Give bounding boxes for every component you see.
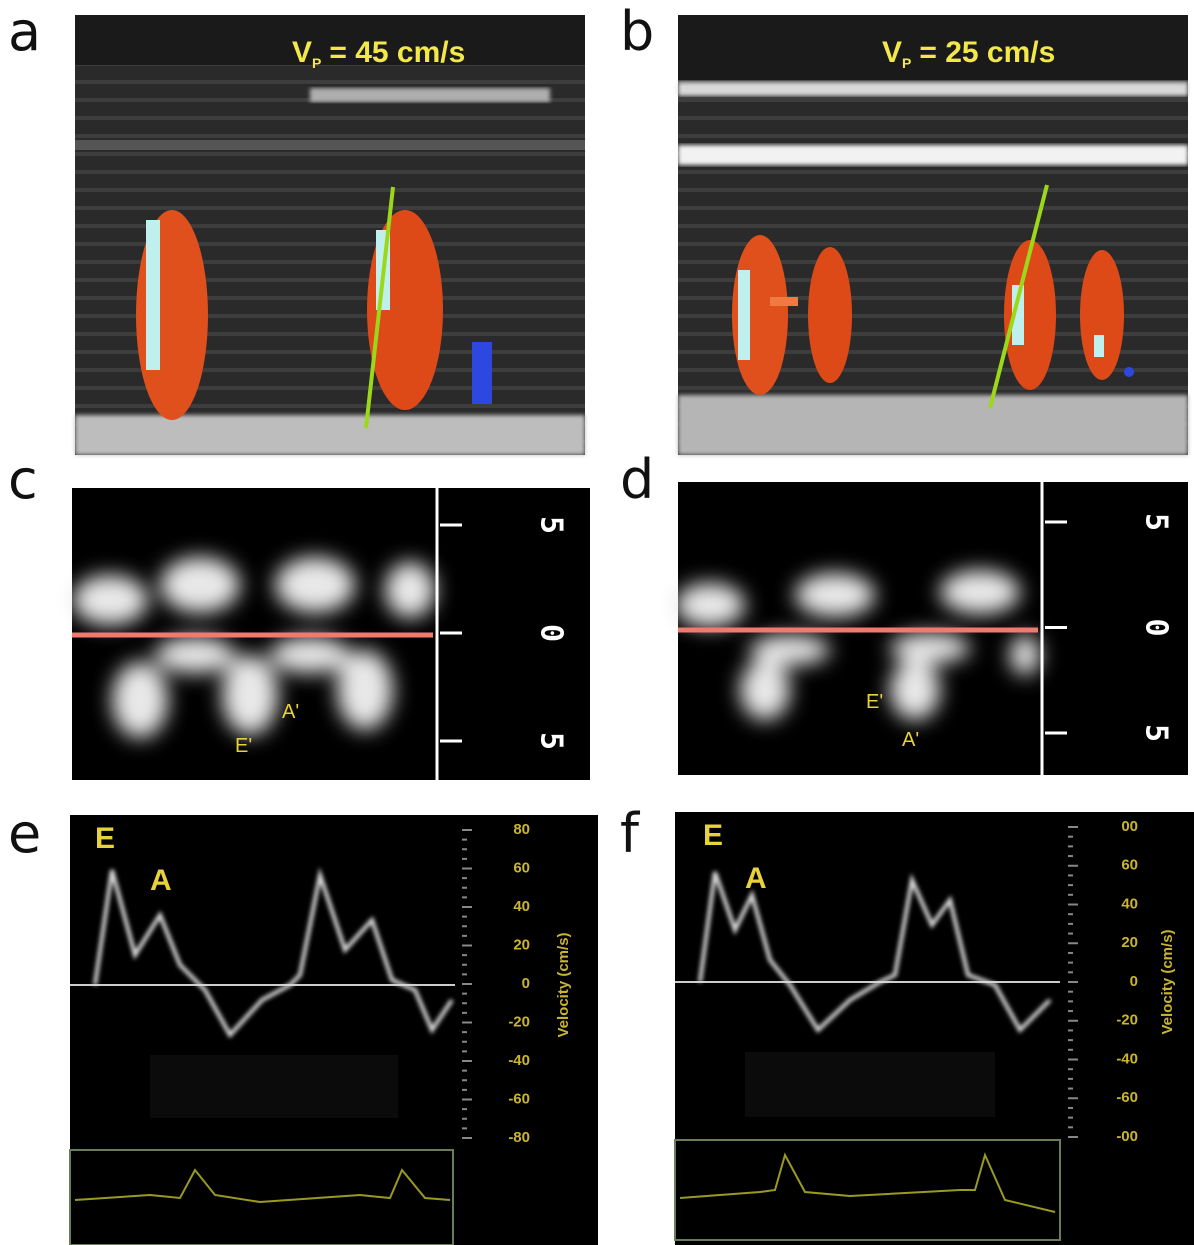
- tick-label: -20: [508, 1013, 530, 1030]
- band: [75, 15, 585, 65]
- color-flow: [738, 270, 750, 360]
- scale-label: 5: [534, 516, 569, 534]
- color-flow: [1124, 367, 1134, 377]
- panel-letter: d: [620, 448, 654, 511]
- slope-line: [988, 184, 1049, 409]
- scale-label: 0: [534, 624, 569, 642]
- axis: 00 60 40 20 0 -20 -40 -60 -00: [1068, 818, 1138, 1145]
- panel-letter: e: [8, 802, 41, 865]
- tick-label: 40: [1121, 895, 1138, 912]
- ecg-trace: [679, 1152, 1056, 1213]
- panel-a: a VP = 45 cm/s: [8, 0, 585, 455]
- axis-title: Velocity (cm/s): [555, 932, 572, 1037]
- tick-label: 60: [1121, 857, 1138, 874]
- tick-label: -20: [1116, 1012, 1138, 1029]
- scale-label: 5: [534, 732, 569, 750]
- vp-label: VP = 25 cm/s: [882, 36, 1055, 71]
- band: [678, 15, 1188, 80]
- slope-line: [364, 186, 395, 429]
- wave-label: A': [282, 701, 299, 723]
- wave-label: A': [902, 729, 919, 751]
- ecg-trace: [74, 1168, 451, 1204]
- band: [678, 395, 1188, 455]
- band: [75, 415, 585, 455]
- panel-f: f E A Velocity (cm/s) 00 60 40 20 0 -20 -40 -60…: [620, 802, 1194, 1245]
- panel-letter: f: [620, 802, 641, 865]
- tissue-signal: [72, 557, 435, 738]
- color-flow: [146, 220, 160, 370]
- color-flow: [472, 342, 492, 404]
- wave-label: E: [95, 822, 115, 855]
- color-flow: [1080, 250, 1124, 380]
- tick-label: 40: [513, 898, 530, 915]
- color-flow: [1094, 335, 1104, 357]
- scale-label: 0: [1139, 618, 1174, 636]
- panel-c: c A' E' 5 0 5: [8, 448, 590, 780]
- wave-label: E': [235, 735, 252, 757]
- tick-label: 00: [1121, 818, 1138, 835]
- ecg-box: [69, 1149, 454, 1245]
- tick-label: 20: [513, 936, 530, 953]
- ecg-box: [674, 1139, 1061, 1241]
- wave-label: A: [150, 864, 172, 897]
- color-flow: [770, 297, 798, 306]
- blank-box: [745, 1052, 995, 1117]
- band: [678, 145, 1188, 165]
- wave-label: E': [866, 691, 883, 713]
- tick-label: -60: [1116, 1089, 1138, 1106]
- panel-letter: c: [8, 448, 38, 511]
- scale: 5 0 5: [1045, 513, 1174, 742]
- tick-label: 80: [513, 821, 530, 838]
- panel-b: b VP = 25 cm/s: [620, 0, 1188, 455]
- tick-label: 0: [1130, 973, 1138, 990]
- tick-label: -80: [508, 1129, 530, 1146]
- axis: 80 60 40 20 0 -20 -40 -60 -80: [462, 821, 530, 1146]
- scale: 5 0 5: [440, 516, 569, 750]
- panel-d: d E' A' 5 0 5: [620, 448, 1188, 775]
- tick-label: -40: [1116, 1050, 1138, 1067]
- tick-label: -40: [508, 1052, 530, 1069]
- panel-letter: a: [8, 0, 41, 63]
- scale-label: 5: [1139, 513, 1174, 531]
- doppler-image: [70, 815, 598, 1245]
- band: [75, 140, 585, 150]
- tissue-signal: [675, 570, 1040, 720]
- tick-label: 20: [1121, 934, 1138, 951]
- wave-label: A: [745, 862, 767, 895]
- doppler-image: [675, 812, 1194, 1245]
- band: [310, 88, 550, 102]
- axis-title: Velocity (cm/s): [1159, 929, 1176, 1034]
- panel-e: e E A Velocity (cm/s) 80 60 40 20 0 -20 -40 -60…: [8, 802, 598, 1245]
- tick-label: 60: [513, 859, 530, 876]
- doppler-trace: [698, 871, 1052, 1034]
- color-flow: [1012, 285, 1024, 345]
- tick-label: -00: [1116, 1128, 1138, 1145]
- panel-letter: b: [620, 0, 654, 63]
- vp-label: VP = 45 cm/s: [292, 36, 465, 71]
- tick-label: 0: [522, 975, 530, 992]
- color-flow: [1004, 240, 1056, 390]
- scale-label: 5: [1139, 724, 1174, 742]
- wave-label: E: [703, 819, 723, 852]
- doppler-trace: [93, 867, 454, 1039]
- tick-label: -60: [508, 1090, 530, 1107]
- band: [678, 82, 1188, 96]
- blank-box: [150, 1055, 398, 1118]
- color-flow: [808, 247, 852, 383]
